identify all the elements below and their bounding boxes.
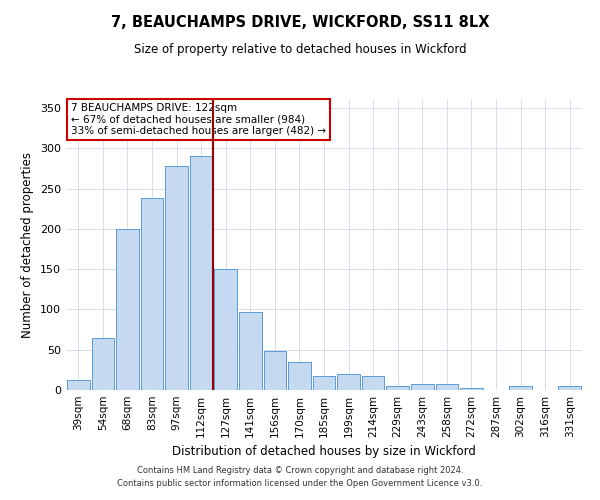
- Bar: [190, 156, 212, 390]
- Bar: [116, 229, 139, 390]
- Bar: [509, 386, 532, 390]
- Bar: [214, 269, 237, 390]
- Bar: [313, 376, 335, 390]
- Bar: [337, 374, 360, 390]
- Bar: [263, 352, 286, 390]
- Text: Size of property relative to detached houses in Wickford: Size of property relative to detached ho…: [134, 42, 466, 56]
- Bar: [288, 362, 311, 390]
- Bar: [362, 376, 385, 390]
- Bar: [140, 198, 163, 390]
- X-axis label: Distribution of detached houses by size in Wickford: Distribution of detached houses by size …: [172, 446, 476, 458]
- Bar: [436, 384, 458, 390]
- Bar: [165, 166, 188, 390]
- Text: 7, BEAUCHAMPS DRIVE, WICKFORD, SS11 8LX: 7, BEAUCHAMPS DRIVE, WICKFORD, SS11 8LX: [111, 15, 489, 30]
- Bar: [239, 312, 262, 390]
- Bar: [460, 388, 483, 390]
- Bar: [559, 386, 581, 390]
- Bar: [386, 386, 409, 390]
- Text: 7 BEAUCHAMPS DRIVE: 122sqm
← 67% of detached houses are smaller (984)
33% of sem: 7 BEAUCHAMPS DRIVE: 122sqm ← 67% of deta…: [71, 103, 326, 136]
- Bar: [67, 380, 89, 390]
- Text: Contains HM Land Registry data © Crown copyright and database right 2024.
Contai: Contains HM Land Registry data © Crown c…: [118, 466, 482, 487]
- Y-axis label: Number of detached properties: Number of detached properties: [22, 152, 34, 338]
- Bar: [411, 384, 434, 390]
- Bar: [92, 338, 114, 390]
